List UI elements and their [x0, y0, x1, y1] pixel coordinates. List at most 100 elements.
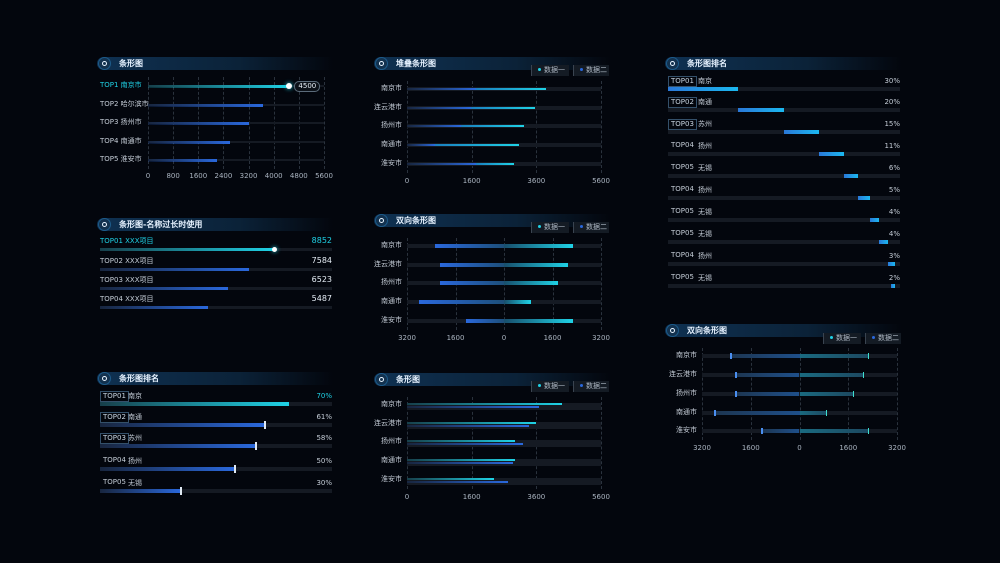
bar-series1	[461, 125, 525, 127]
rank-badge: TOP05	[103, 478, 126, 486]
legend-dot-icon	[580, 68, 583, 71]
bar-marker-series2	[761, 428, 763, 434]
legend-series2[interactable]: 数据二	[573, 381, 609, 392]
panel-header: 条形图排名	[665, 57, 901, 70]
bar-series1	[504, 300, 531, 304]
legend-series1[interactable]: 数据一	[823, 333, 861, 344]
rank-badge: TOP01	[668, 76, 697, 87]
bar	[784, 130, 819, 134]
pct-value: 4%	[888, 208, 900, 216]
bar-series1	[407, 422, 536, 424]
row-label: TOP02 XXX项目	[100, 257, 154, 265]
bar-marker-series1	[852, 391, 855, 397]
bar-series1	[504, 263, 568, 267]
city-label: 扬州	[698, 186, 712, 194]
row-label: TOP04 XXX项目	[100, 295, 154, 303]
pct-value: 15%	[884, 120, 900, 128]
axis-tick-label: 800	[166, 172, 180, 180]
city-label: 苏州	[698, 120, 712, 128]
bar-track	[668, 196, 900, 200]
axis-tick-label: 3200	[888, 444, 906, 452]
panel-header: 条形图-名称过长时使用	[97, 218, 333, 231]
grid-line	[601, 81, 602, 173]
bar	[148, 121, 249, 125]
bar	[100, 423, 265, 427]
legend-label: 数据二	[586, 223, 607, 231]
legend-series1[interactable]: 数据一	[531, 222, 569, 233]
axis-tick-label: 3200	[592, 334, 610, 342]
city-label: 南京	[698, 77, 712, 85]
legend-series1[interactable]: 数据一	[531, 381, 569, 392]
pct-value: 5%	[888, 186, 900, 194]
pct-value: 50%	[316, 457, 332, 465]
legend-series1[interactable]: 数据一	[531, 65, 569, 76]
rank-badge: TOP04	[671, 185, 694, 193]
pct-value: 61%	[316, 413, 332, 421]
category-label: 淮安市	[381, 316, 402, 324]
rank-badge: TOP05	[671, 163, 694, 171]
bar-series2	[407, 481, 508, 483]
bar-series2	[407, 107, 472, 109]
bar	[858, 196, 870, 200]
bar	[100, 268, 250, 271]
axis-tick-label: 2400	[214, 172, 233, 180]
pct-value: 3%	[888, 252, 900, 260]
pct-value: 6%	[888, 164, 900, 172]
axis-tick-label: 0	[404, 177, 410, 185]
rank-badge: TOP04	[671, 141, 694, 149]
bar	[100, 444, 257, 448]
row-label: TOP1 南京市	[100, 81, 142, 89]
city-label: 无锡	[698, 164, 712, 172]
axis-tick-label: 1600	[543, 334, 562, 342]
category-label: 连云港市	[374, 260, 402, 268]
bar	[879, 240, 889, 244]
category-label: 连云港市	[374, 419, 402, 427]
axis-tick-label: 0	[404, 493, 410, 501]
legend-dot-icon	[872, 336, 875, 339]
category-label: 南通市	[676, 408, 697, 416]
legend-dot-icon	[538, 384, 541, 387]
bar-series2	[419, 300, 504, 304]
panel-icon	[98, 218, 111, 231]
legend-label: 数据一	[544, 382, 565, 390]
panel-icon	[666, 324, 679, 337]
row-label: TOP2 哈尔滨市	[100, 100, 149, 108]
axis-tick-label: 1600	[839, 444, 858, 452]
bar-end-marker	[233, 465, 236, 473]
bar	[148, 158, 218, 162]
axis-tick-label: 4000	[264, 172, 283, 180]
panel-title: 条形图排名	[687, 59, 727, 68]
rank-left-panel: 条形图排名 TOP01 南京 70% TOP02 南通 61% TOP03 苏州 58% TOP04…	[97, 372, 333, 497]
rank-badge: TOP02	[100, 412, 129, 423]
panel-icon	[375, 373, 388, 386]
category-label: 南通市	[381, 297, 402, 305]
legend-series2[interactable]: 数据二	[573, 222, 609, 233]
city-label: 无锡	[698, 208, 712, 216]
category-label: 南京市	[676, 351, 697, 359]
row-value: 6523	[311, 275, 332, 284]
bar-series1	[407, 440, 516, 442]
legend-label: 数据一	[544, 66, 565, 74]
bar	[100, 287, 229, 290]
legend-dot-icon	[538, 68, 541, 71]
city-label: 南通	[698, 98, 712, 106]
legend-dot-icon	[830, 336, 833, 339]
bar	[100, 467, 235, 471]
bar-track	[148, 159, 324, 161]
axis-tick-label: 1600	[462, 493, 481, 501]
bar-end-marker	[286, 83, 293, 89]
bar-series1	[799, 354, 869, 358]
legend-series2[interactable]: 数据二	[865, 333, 901, 344]
legend-series2[interactable]: 数据二	[573, 65, 609, 76]
row-value: 5487	[311, 294, 332, 303]
pct-value: 30%	[316, 479, 332, 487]
bar-series2	[407, 443, 524, 445]
bar-marker-series2	[735, 391, 737, 397]
legend-label: 数据二	[878, 334, 899, 342]
axis-tick-label: 1600	[446, 334, 465, 342]
axis-tick-label: 3600	[527, 177, 546, 185]
panel-icon	[666, 57, 679, 70]
category-label: 连云港市	[374, 103, 402, 111]
bar-series1	[799, 392, 854, 396]
legend-dot-icon	[580, 384, 583, 387]
